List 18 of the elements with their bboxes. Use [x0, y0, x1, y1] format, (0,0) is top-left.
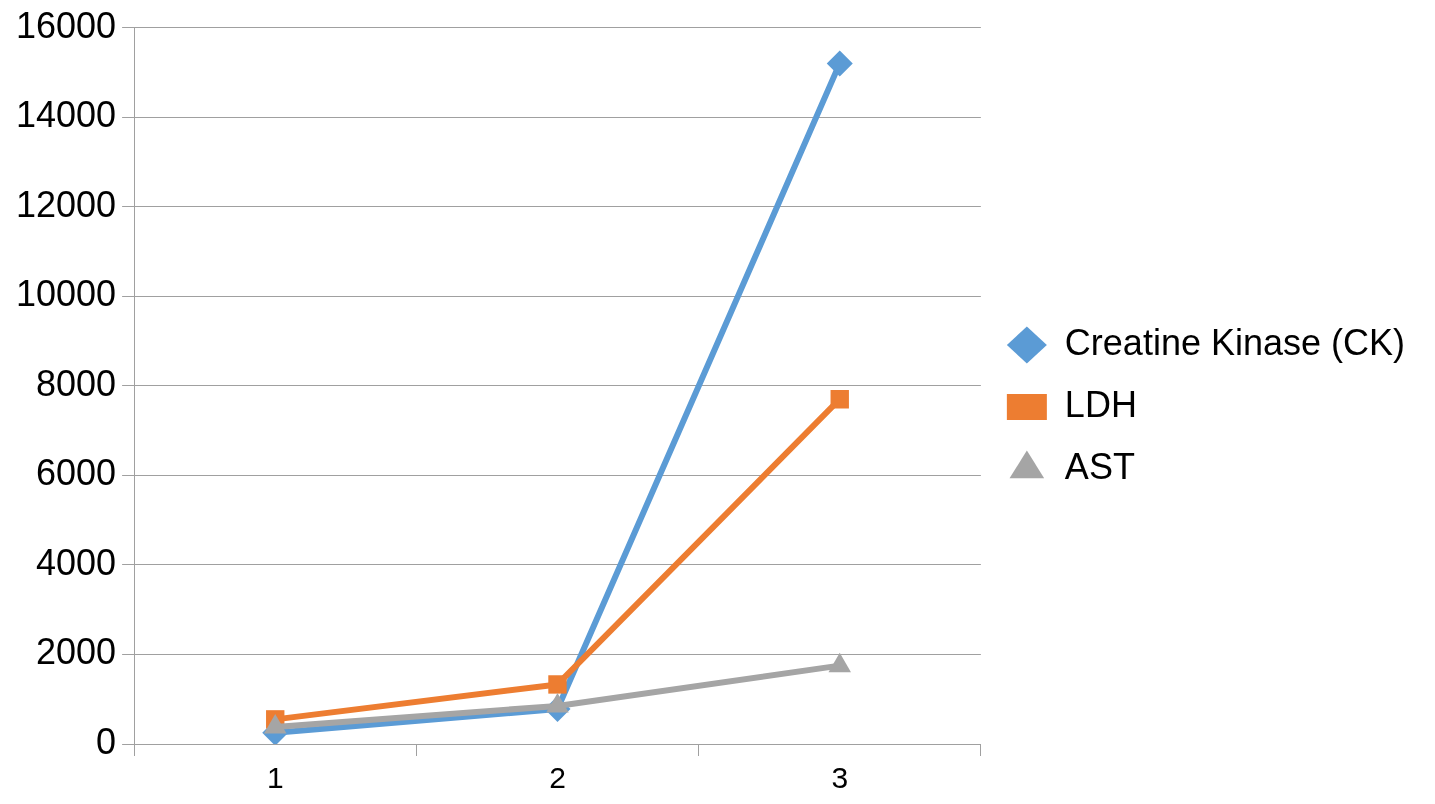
- legend-label: Creatine Kinase (CK): [1064, 321, 1405, 363]
- y-tick-label: 4000: [36, 541, 117, 583]
- y-tick-label: 0: [96, 720, 117, 762]
- y-tick-label: 12000: [16, 183, 117, 225]
- y-tick-label: 14000: [16, 94, 117, 136]
- y-tick-label: 2000: [36, 631, 117, 673]
- y-tick-label: 6000: [36, 452, 117, 494]
- y-tick-label: 10000: [16, 273, 117, 315]
- point: [830, 390, 849, 409]
- y-tick-label: 16000: [16, 4, 117, 46]
- point: [548, 675, 567, 694]
- x-tick-label: 3: [831, 761, 849, 795]
- legend-label: LDH: [1064, 383, 1137, 425]
- point: [826, 50, 853, 77]
- y-tick-label: 8000: [36, 362, 117, 404]
- legend-label: AST: [1064, 445, 1135, 487]
- x-tick-label: 1: [266, 761, 284, 795]
- x-tick-label: 2: [549, 761, 566, 795]
